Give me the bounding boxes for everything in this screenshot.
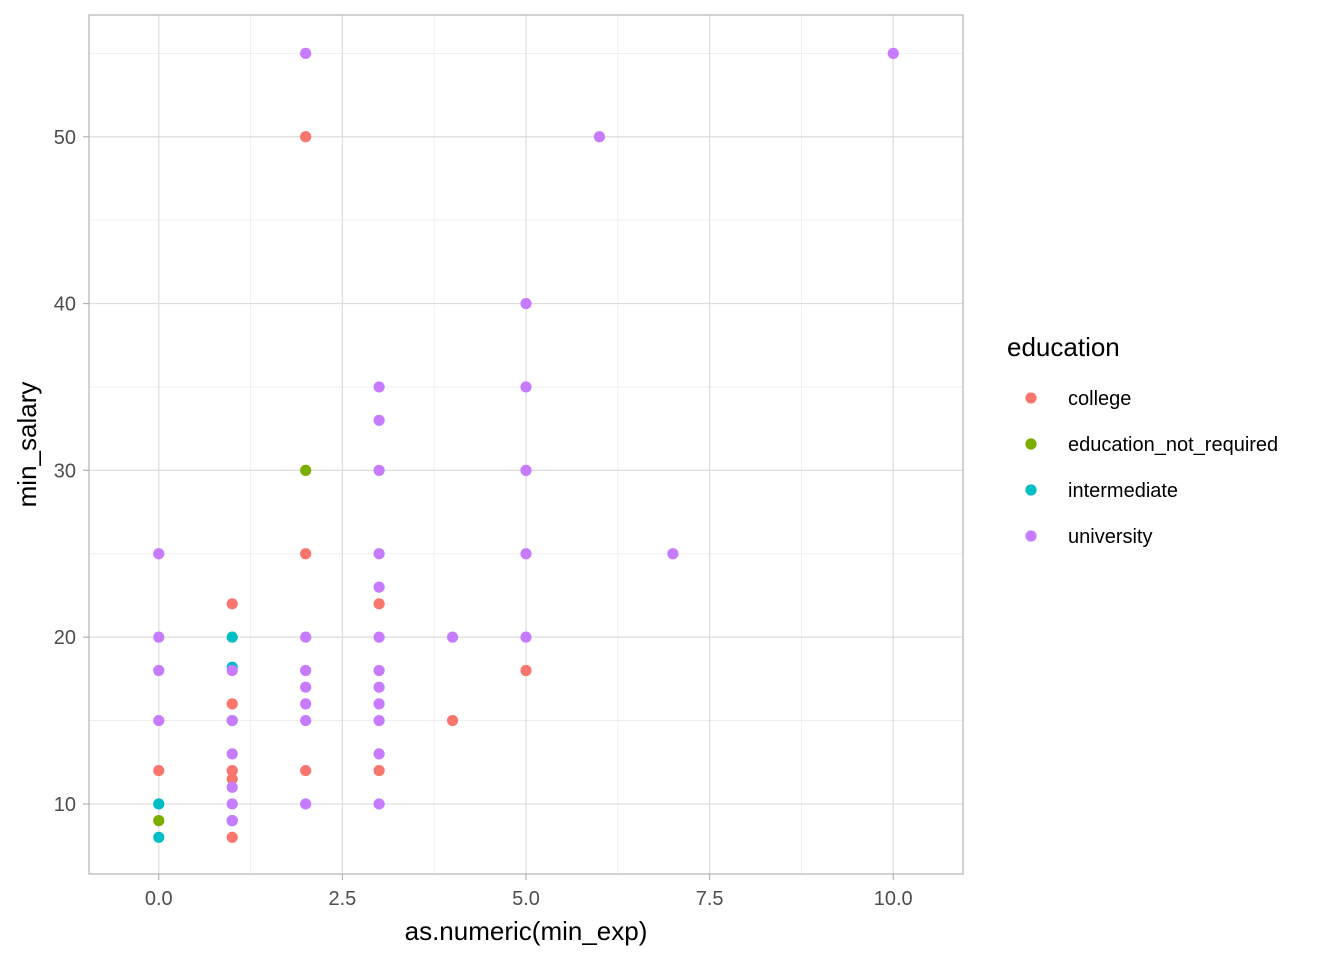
- legend-key-college: [1025, 392, 1037, 404]
- legend-title: education: [1007, 332, 1120, 362]
- legend-key-education_not_required: [1025, 438, 1037, 450]
- point-university: [153, 548, 165, 560]
- point-college: [446, 714, 459, 727]
- point-university: [373, 581, 385, 593]
- point-college: [520, 664, 532, 677]
- point-college: [226, 831, 238, 843]
- point-college: [226, 764, 238, 777]
- point-university: [373, 548, 385, 560]
- point-college: [373, 764, 385, 777]
- point-university: [520, 464, 532, 476]
- y-axis-title: min_salary: [12, 382, 42, 508]
- point-university: [300, 664, 312, 677]
- point-university: [300, 714, 312, 727]
- point-university: [153, 664, 165, 677]
- legend-label-college: college: [1068, 388, 1131, 410]
- point-university: [226, 798, 238, 810]
- point-college: [300, 548, 312, 560]
- point-university: [373, 381, 385, 393]
- point-intermediate: [153, 831, 165, 843]
- point-college: [300, 131, 312, 143]
- point-college: [226, 598, 238, 610]
- legend: education college education_not_requiredi…: [1007, 332, 1278, 548]
- point-university: [520, 548, 532, 560]
- y-tick-label: 20: [54, 627, 76, 649]
- point-university: [887, 47, 899, 59]
- point-university: [520, 297, 532, 310]
- point-education_not_required: [300, 464, 312, 476]
- y-tick-label: 30: [54, 460, 76, 482]
- point-university: [667, 548, 679, 560]
- point-university: [226, 781, 238, 793]
- point-university: [373, 748, 385, 760]
- point-university: [373, 698, 385, 710]
- point-university: [373, 464, 385, 476]
- y-axis-ticks: 10 20 30 40 50: [54, 127, 89, 816]
- point-university: [300, 681, 312, 693]
- point-university: [373, 798, 385, 810]
- legend-key-university: [1025, 530, 1037, 542]
- y-tick-label: 50: [54, 127, 76, 149]
- point-university: [226, 748, 238, 760]
- point-college: [226, 773, 238, 785]
- point-university: [300, 631, 312, 643]
- point-university: [373, 664, 385, 677]
- x-axis-ticks: 0.0 2.5 5.0 7.5 10.0: [145, 874, 913, 910]
- legend-key-intermediate: [1025, 484, 1037, 496]
- point-university: [300, 47, 312, 59]
- point-college: [226, 698, 238, 710]
- point-university: [373, 631, 385, 643]
- point-university: [520, 381, 532, 393]
- point-university: [520, 631, 532, 643]
- point-university: [373, 414, 385, 426]
- point-education_not_required: [153, 815, 165, 827]
- y-tick-label: 40: [54, 294, 76, 316]
- point-university: [153, 631, 165, 643]
- point-university: [373, 681, 385, 693]
- x-tick-label: 0.0: [145, 888, 173, 910]
- point-university: [226, 815, 238, 827]
- point-college: [373, 598, 385, 610]
- y-tick-label: 10: [54, 794, 76, 816]
- x-axis-title: as.numeric(min_exp): [405, 916, 648, 946]
- point-university: [226, 664, 238, 677]
- point-university: [226, 714, 238, 727]
- point-intermediate: [226, 631, 238, 643]
- point-college: [153, 764, 165, 777]
- legend-label-university: university: [1068, 526, 1152, 548]
- x-tick-label: 2.5: [328, 888, 356, 910]
- legend-label-intermediate: intermediate: [1068, 480, 1178, 502]
- point-university: [446, 631, 459, 643]
- point-university: [593, 131, 606, 143]
- x-tick-label: 10.0: [874, 888, 913, 910]
- point-college: [300, 764, 312, 777]
- major-gridlines: [89, 15, 963, 874]
- point-intermediate: [153, 798, 165, 810]
- point-university: [373, 714, 385, 727]
- point-university: [300, 798, 312, 810]
- legend-label-education_not_required: education_not_required: [1068, 434, 1278, 456]
- point-university: [153, 714, 165, 727]
- x-tick-label: 7.5: [696, 888, 724, 910]
- point-university: [300, 698, 312, 710]
- data-points: [153, 47, 899, 843]
- x-tick-label: 5.0: [512, 888, 540, 910]
